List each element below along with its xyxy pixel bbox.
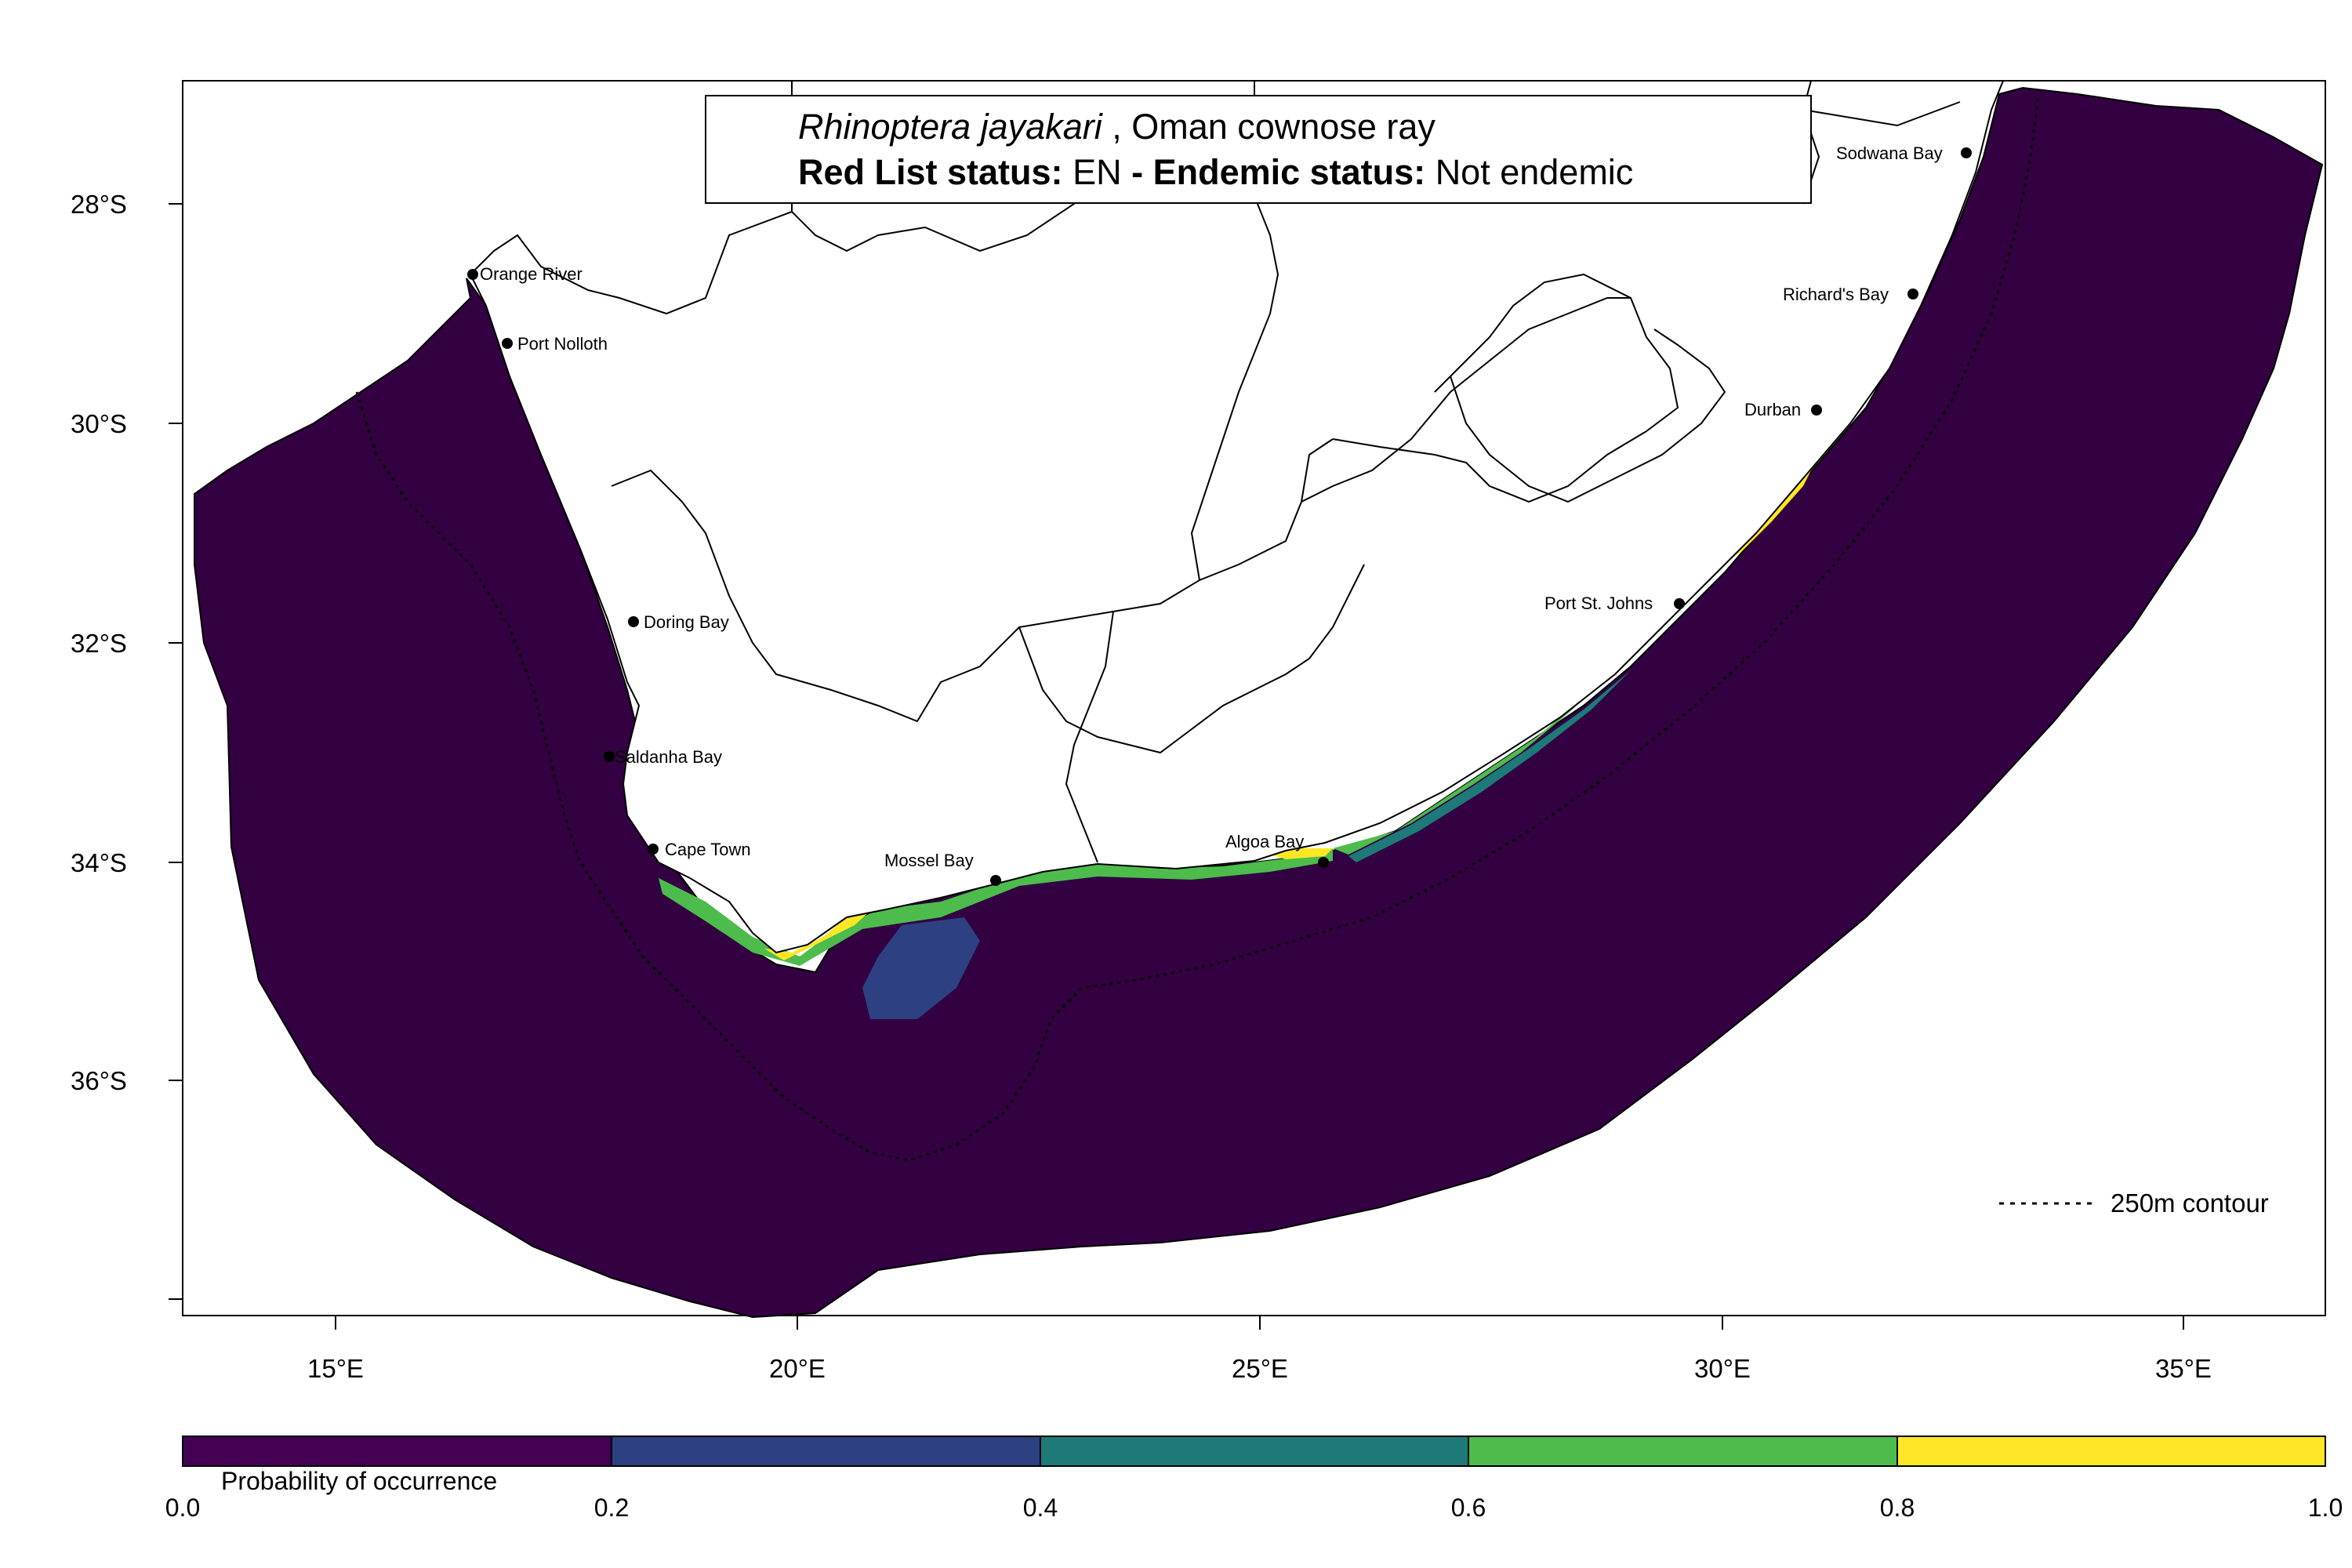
place-dot-algoa-bay [1318, 857, 1329, 868]
place-label-durban: Durban [1744, 400, 1801, 419]
y-tick-label: 28°S [71, 190, 127, 219]
x-tick-label: 30°E [1694, 1354, 1751, 1383]
place-dot-mossel-bay [990, 875, 1001, 886]
colorbar-tick: 0.4 [1023, 1494, 1058, 1522]
place-label-sodwana-bay: Sodwana Bay [1836, 143, 1943, 163]
endemic-label: - Endemic status: [1131, 152, 1425, 192]
place-label-port-st-johns: Port St. Johns [1544, 593, 1653, 613]
place-dot-port-nolloth [502, 338, 513, 349]
endemic-value: Not endemic [1436, 152, 1634, 192]
y-tick-label: 30°S [71, 409, 127, 438]
algoa-band-yellow [1270, 848, 1333, 859]
place-label-saldanha-bay: Saldanha Bay [615, 747, 722, 767]
title-line-1: Rhinoptera jayakari , Oman cownose ray [798, 107, 1436, 147]
place-label-richards-bay: Richard's Bay [1783, 285, 1889, 304]
y-tick-label: 36°S [71, 1066, 127, 1095]
colorbar-tick: 0.8 [1880, 1494, 1915, 1522]
contour-250m [355, 93, 2040, 1162]
y-tick-label: 32°S [71, 629, 127, 658]
east-coast-band-teal [1348, 670, 1631, 862]
place-label-orange-river: Orange River [480, 264, 583, 284]
x-tick-label: 35°E [2155, 1354, 2212, 1383]
common-name: , Oman cownose ray [1112, 107, 1436, 147]
place-label-cape-town: Cape Town [665, 840, 751, 859]
colorbar-tick: 0.0 [165, 1494, 200, 1522]
colorbar-tick: 0.6 [1451, 1494, 1486, 1522]
y-tick-label: 34°S [71, 848, 127, 877]
place-dot-saldanha-bay [604, 751, 615, 762]
place-dot-port-st-johns [1674, 598, 1685, 609]
x-tick-label: 25°E [1232, 1354, 1288, 1383]
x-tick-label: 20°E [769, 1354, 826, 1383]
colorbar-class-2 [1040, 1436, 1469, 1467]
place-dot-orange-river [467, 269, 478, 280]
place-label-port-nolloth: Port Nolloth [517, 334, 608, 354]
colorbar-class-4 [1896, 1436, 2326, 1467]
colorbar-tick: 0.2 [594, 1494, 629, 1522]
place-dot-richards-bay [1907, 289, 1918, 299]
colorbar-class-1 [611, 1436, 1041, 1467]
contour-legend-label: 250m contour [2111, 1189, 2269, 1218]
title-line-2: Red List status: EN - Endemic status: No… [798, 152, 1633, 192]
place-dot-durban [1811, 405, 1822, 416]
colorbar-title: Probability of occurrence [221, 1467, 497, 1495]
red-list-label: Red List status: [798, 152, 1063, 192]
title-box [705, 95, 1812, 204]
species-name: Rhinoptera jayakari [798, 107, 1104, 147]
place-dot-sodwana-bay [1961, 147, 1972, 158]
colorbar-class-0 [182, 1436, 612, 1467]
place-label-mossel-bay: Mossel Bay [884, 851, 974, 870]
place-dot-doring-bay [628, 616, 639, 627]
colorbar-tick: 1.0 [2308, 1494, 2343, 1522]
offshore-patch [862, 917, 980, 1019]
colorbar [182, 1436, 2326, 1467]
place-label-doring-bay: Doring Bay [644, 612, 729, 632]
place-dot-cape-town [648, 844, 659, 855]
red-list-value: EN [1073, 152, 1122, 192]
south-coast-band-yellow [764, 911, 870, 960]
y-axis [169, 203, 183, 1300]
x-axis [335, 1316, 2184, 1330]
place-markers [467, 147, 1972, 886]
place-label-algoa-bay: Algoa Bay [1225, 832, 1304, 851]
colorbar-class-3 [1468, 1436, 1898, 1467]
x-tick-label: 15°E [307, 1354, 364, 1383]
